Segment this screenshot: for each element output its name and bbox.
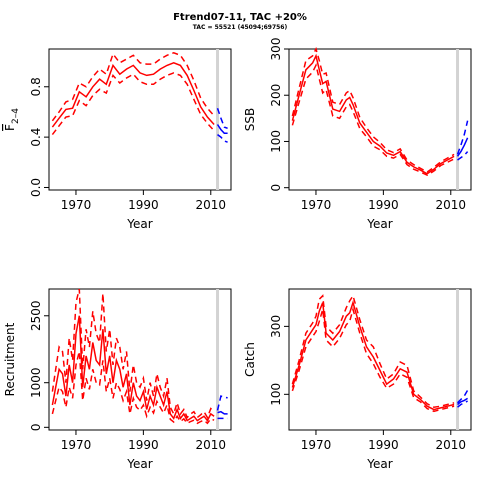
y-axis-label: Catch	[243, 342, 257, 377]
y-axis-label-main: F	[3, 124, 17, 131]
x-axis-label: Year	[366, 457, 392, 471]
projection-lower-line	[457, 151, 469, 161]
historic-lower-line	[51, 351, 215, 425]
y-tick-label: 0	[29, 424, 43, 432]
x-axis-label: Year	[126, 217, 152, 231]
y-axis-label: F2–4	[3, 108, 21, 131]
projection-median-line	[216, 124, 228, 135]
plot-box	[48, 288, 232, 431]
historic-upper-line	[51, 51, 215, 122]
projection-median-line	[456, 137, 469, 157]
x-tick-label: 2010	[436, 198, 467, 212]
y-tick-label: 100	[269, 383, 283, 406]
x-tick-label: 2010	[436, 438, 467, 452]
panel-catch: 1970 1990 2010 100 300 Year Catch	[243, 288, 472, 471]
panel-ssb: 1970 1990 2010 0 100 200 300 Year SSB	[243, 38, 472, 231]
projection-upper-line	[456, 389, 469, 404]
historic-upper-line	[291, 294, 455, 408]
historic-upper-line	[291, 46, 455, 173]
historic-median-line	[51, 315, 215, 422]
y-tick-label: 1000	[29, 367, 43, 398]
y-tick-label: 2500	[29, 300, 43, 331]
x-tick-label: 2010	[196, 198, 227, 212]
y-tick-label: 300	[269, 315, 283, 338]
x-tick-label: 1970	[301, 438, 332, 452]
y-tick-label: 300	[269, 38, 283, 61]
historic-median-line	[291, 300, 455, 411]
projection-lower-line	[217, 133, 228, 143]
y-tick-label: 0.4	[29, 128, 43, 147]
figure-title: Ftrend07-11, TAC +20%	[173, 12, 307, 23]
x-tick-label: 1990	[368, 438, 399, 452]
y-axis-label: SSB	[243, 108, 257, 131]
historic-lower-line	[51, 72, 215, 136]
projection-lower-line	[457, 400, 468, 408]
figure-subtitle: TAC = 55521 (45094;69756)	[193, 24, 288, 31]
x-tick-label: 2010	[196, 438, 227, 452]
plot-box	[288, 288, 472, 431]
historic-median-line	[291, 53, 455, 175]
panel-f-trend: 1970 1990 2010 0.0 0.4 0.8 Year F2–4	[3, 48, 232, 231]
y-tick-label: 0.0	[29, 178, 43, 197]
x-tick-label: 1990	[128, 198, 159, 212]
projection-upper-line	[456, 120, 469, 155]
x-tick-label: 1970	[61, 198, 92, 212]
x-axis-label: Year	[126, 457, 152, 471]
y-axis-label-sub: 2–4	[11, 108, 21, 124]
x-tick-label: 1970	[301, 198, 332, 212]
plot-box	[48, 48, 232, 191]
y-tick-label: 0.8	[29, 77, 43, 96]
x-tick-label: 1970	[61, 438, 92, 452]
plot-box	[288, 48, 472, 191]
projection-upper-line	[216, 107, 228, 130]
historic-lower-line	[291, 63, 455, 177]
x-tick-label: 1990	[368, 198, 399, 212]
y-axis-label: Recruitment	[3, 322, 17, 396]
projection-median-line	[457, 397, 468, 406]
projection-median-line	[217, 410, 228, 415]
historic-upper-line	[51, 288, 215, 420]
y-tick-label: 100	[269, 130, 283, 153]
historic-median-line	[51, 61, 215, 128]
y-tick-label: 0	[269, 184, 283, 192]
x-tick-label: 1990	[128, 438, 159, 452]
x-axis-label: Year	[366, 217, 392, 231]
panel-recruitment: 1970 1990 2010 0 1000 2500 Year Recruitment	[3, 288, 232, 471]
y-tick-label: 200	[269, 84, 283, 107]
